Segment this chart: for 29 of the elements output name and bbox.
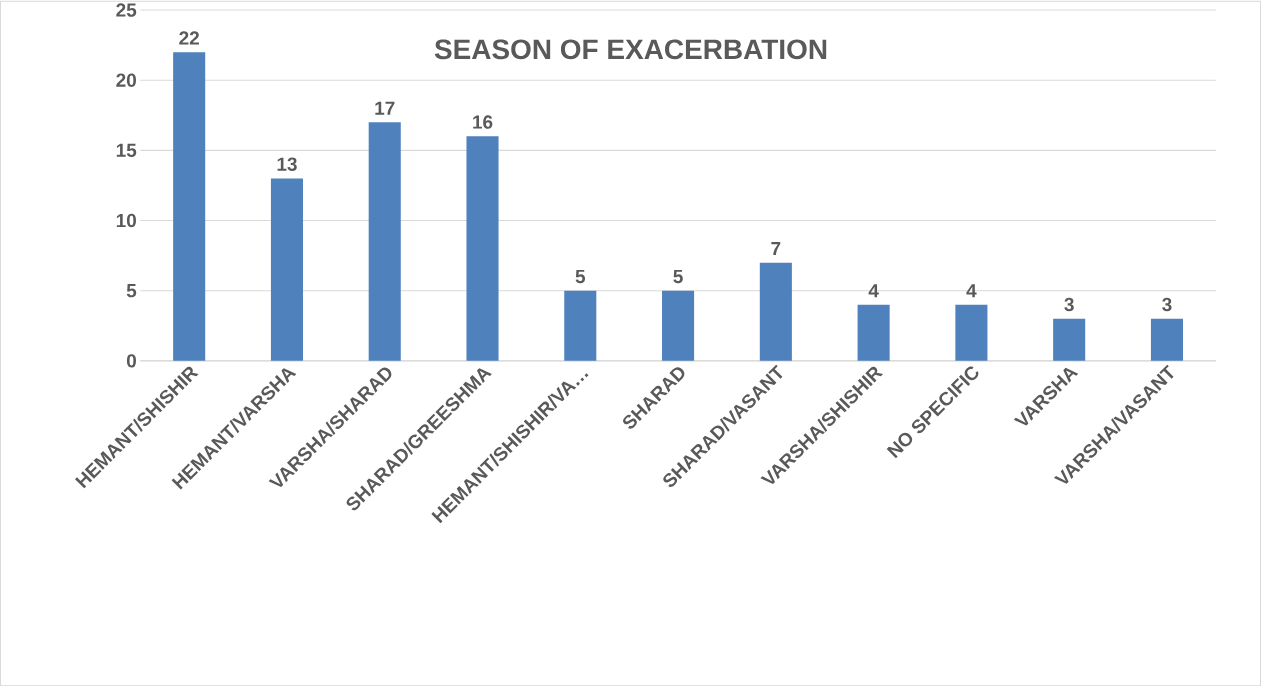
data-label: 4: [966, 283, 977, 298]
bar: [662, 290, 695, 361]
data-label: 5: [673, 269, 683, 283]
data-label: 3: [1162, 297, 1172, 312]
bar: [1150, 318, 1183, 361]
bar: [173, 51, 206, 361]
data-label: 17: [375, 101, 395, 115]
data-label: 4: [868, 283, 879, 298]
bar: [368, 122, 401, 361]
y-tick-label: 25: [116, 3, 137, 17]
bar: [466, 136, 499, 361]
data-label: 13: [277, 157, 297, 171]
y-tick-label: 15: [116, 143, 137, 157]
bar: [270, 178, 303, 361]
bar: [1053, 318, 1086, 361]
data-label: 16: [473, 115, 493, 129]
data-label: 7: [771, 241, 781, 255]
bar: [857, 304, 890, 361]
data-label: 22: [179, 31, 199, 45]
bar: [955, 304, 988, 361]
data-label: 3: [1064, 297, 1074, 312]
bar: [759, 262, 792, 361]
y-tick-label: 5: [126, 283, 137, 298]
data-label: 5: [575, 269, 586, 283]
y-tick-label: 0: [126, 353, 136, 368]
y-tick-label: 10: [116, 213, 136, 228]
y-tick-label: 20: [116, 73, 136, 87]
text: SEASON OF EXACERBATION: [434, 39, 827, 60]
bar: [564, 290, 597, 361]
